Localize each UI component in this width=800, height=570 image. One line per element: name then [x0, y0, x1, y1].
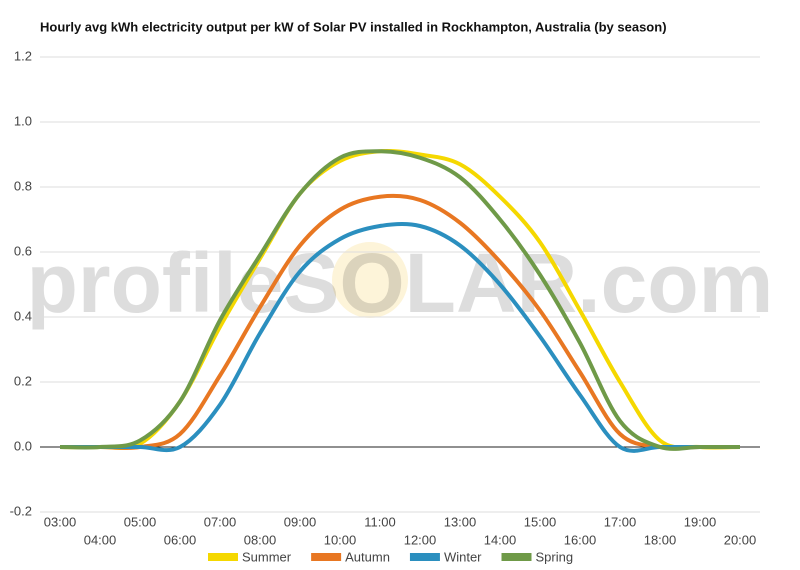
- grid: [40, 56, 760, 513]
- x-tick-label: 03:00: [44, 514, 77, 529]
- lines: [59, 148, 741, 453]
- legend-swatch: [501, 553, 532, 561]
- legend-swatch: [409, 553, 440, 561]
- chart-title: Hourly avg kWh electricity output per kW…: [40, 19, 667, 34]
- y-tick-label: 1.2: [14, 48, 32, 63]
- x-tick-label: 16:00: [564, 532, 597, 547]
- x-tick-label: 19:00: [684, 514, 717, 529]
- legend-label: Summer: [242, 549, 292, 564]
- y-tick-label: 0.2: [14, 373, 32, 388]
- x-tick-label: 11:00: [364, 514, 396, 529]
- x-tick-label: 20:00: [724, 532, 757, 547]
- x-tick-label: 14:00: [484, 532, 517, 547]
- y-tick-label: 0.0: [14, 438, 32, 453]
- x-tick-label: 04:00: [84, 532, 117, 547]
- legend-label: Autumn: [345, 549, 390, 564]
- x-tick-label: 15:00: [524, 514, 557, 529]
- series-line: [59, 149, 740, 451]
- x-tick-label: 17:00: [604, 514, 637, 529]
- legend-swatch: [311, 553, 342, 561]
- x-tick-label: 07:00: [204, 514, 237, 529]
- y-tick-label: -0.2: [10, 503, 32, 518]
- legend-label: Spring: [536, 549, 574, 564]
- x-tick-label: 13:00: [444, 514, 477, 529]
- x-tick-label: 10:00: [324, 532, 357, 547]
- legend-label: Winter: [444, 549, 482, 564]
- y-tick-label: 0.4: [14, 308, 32, 323]
- watermark-sun: [332, 242, 408, 318]
- x-tick-label: 12:00: [404, 532, 437, 547]
- legend: Summer Autumn Winter Spring: [208, 549, 573, 564]
- x-tick-label: 08:00: [244, 532, 277, 547]
- watermark: profileSOLAR.com: [27, 236, 774, 330]
- x-tick-label: 06:00: [164, 532, 197, 547]
- x-tick-label: 18:00: [644, 532, 677, 547]
- y-tick-label: 1.0: [14, 113, 32, 128]
- y-tick-label: 0.6: [14, 243, 32, 258]
- y-tick-label: 0.8: [14, 178, 32, 193]
- x-tick-label: 05:00: [124, 514, 157, 529]
- x-tick-label: 09:00: [284, 514, 317, 529]
- series-line: [60, 221, 740, 453]
- legend-swatch: [208, 553, 238, 561]
- series-line: [60, 193, 740, 450]
